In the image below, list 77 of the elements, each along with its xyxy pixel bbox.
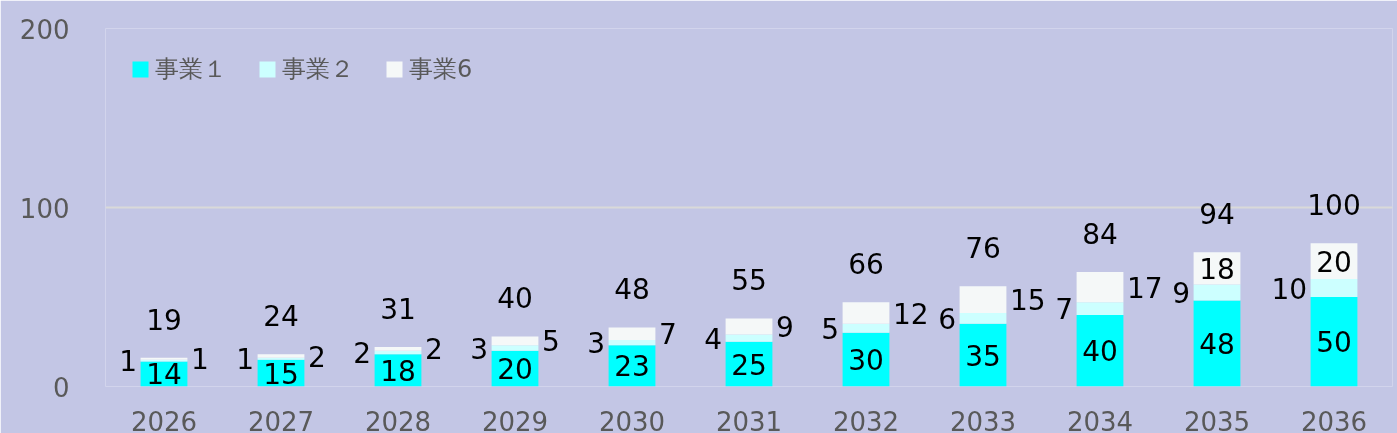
data-label: 2 [424,333,443,367]
data-label: 3 [587,327,606,361]
bar [374,347,422,351]
legend-label: 事業6 [409,54,473,85]
data-label: 9 [775,311,794,345]
data-label: 14 [146,358,182,392]
bar [725,318,773,335]
annotation: 76 [965,232,1001,266]
annotation: 31 [380,293,416,327]
annotation: 48 [614,273,650,307]
data-label: 50 [1316,326,1352,360]
y-tick-label: 100 [19,193,70,224]
x-tick-label: 2032 [832,406,900,433]
data-label: 7 [1055,293,1074,327]
data-label: 6 [938,302,957,336]
annotation: 100 [1307,189,1361,223]
data-label: 30 [848,344,884,378]
x-tick-label: 2036 [1300,406,1368,433]
x-tick-label: 2026 [130,406,198,433]
bar [608,339,656,346]
annotation: 19 [146,303,182,337]
data-label: 1 [119,345,138,379]
data-label: 15 [263,357,299,391]
y-tick-label: 0 [52,372,70,403]
bar [1076,302,1124,315]
data-label: 5 [541,325,560,359]
data-label: 20 [1316,245,1352,279]
data-label: 25 [731,348,767,382]
annotation: 24 [263,300,299,334]
bar [1310,279,1358,297]
bar [1193,284,1241,301]
data-label: 1 [236,343,255,377]
x-tick-label: 2030 [598,406,666,433]
bar [959,286,1007,314]
data-label: 4 [704,322,723,356]
bar [1310,297,1358,387]
annotation: 84 [1082,217,1118,251]
bar [725,334,773,342]
annotation: 94 [1199,198,1235,232]
x-tick-label: 2027 [247,406,315,433]
data-label: 18 [380,354,416,388]
bar [1076,271,1124,303]
legend-label: 事業２ [282,54,354,85]
data-label: 1 [190,343,209,377]
data-label: 3 [470,332,489,366]
data-label: 2 [353,336,372,370]
data-label: 2 [307,340,326,374]
annotation: 66 [848,248,884,282]
x-tick-label: 2035 [1183,406,1251,433]
data-label: 15 [1009,284,1046,318]
data-label: 18 [1199,252,1235,286]
annotation: 55 [731,264,767,298]
legend-label: 事業１ [155,54,227,85]
bar [491,345,539,351]
x-tick-label: 2028 [364,406,432,433]
y-tick-label: 200 [19,14,70,45]
data-label: 17 [1126,271,1163,305]
data-label: 9 [1172,277,1191,311]
x-tick-label: 2034 [1066,406,1134,433]
data-label: 40 [1082,335,1118,369]
x-tick-label: 2031 [715,406,783,433]
bar [842,302,890,324]
data-label: 20 [497,353,533,387]
data-label: 35 [965,339,1001,373]
x-tick-label: 2033 [949,406,1017,433]
data-label: 23 [614,350,650,384]
data-label: 10 [1271,272,1308,306]
data-label: 12 [892,297,929,331]
bar [842,323,890,333]
data-label: 5 [821,312,840,346]
x-tick-label: 2029 [481,406,549,433]
data-label: 48 [1199,328,1235,362]
data-label: 7 [658,318,677,352]
bar [959,313,1007,324]
bar [608,327,656,340]
bar [491,336,539,346]
annotation: 40 [497,282,533,316]
